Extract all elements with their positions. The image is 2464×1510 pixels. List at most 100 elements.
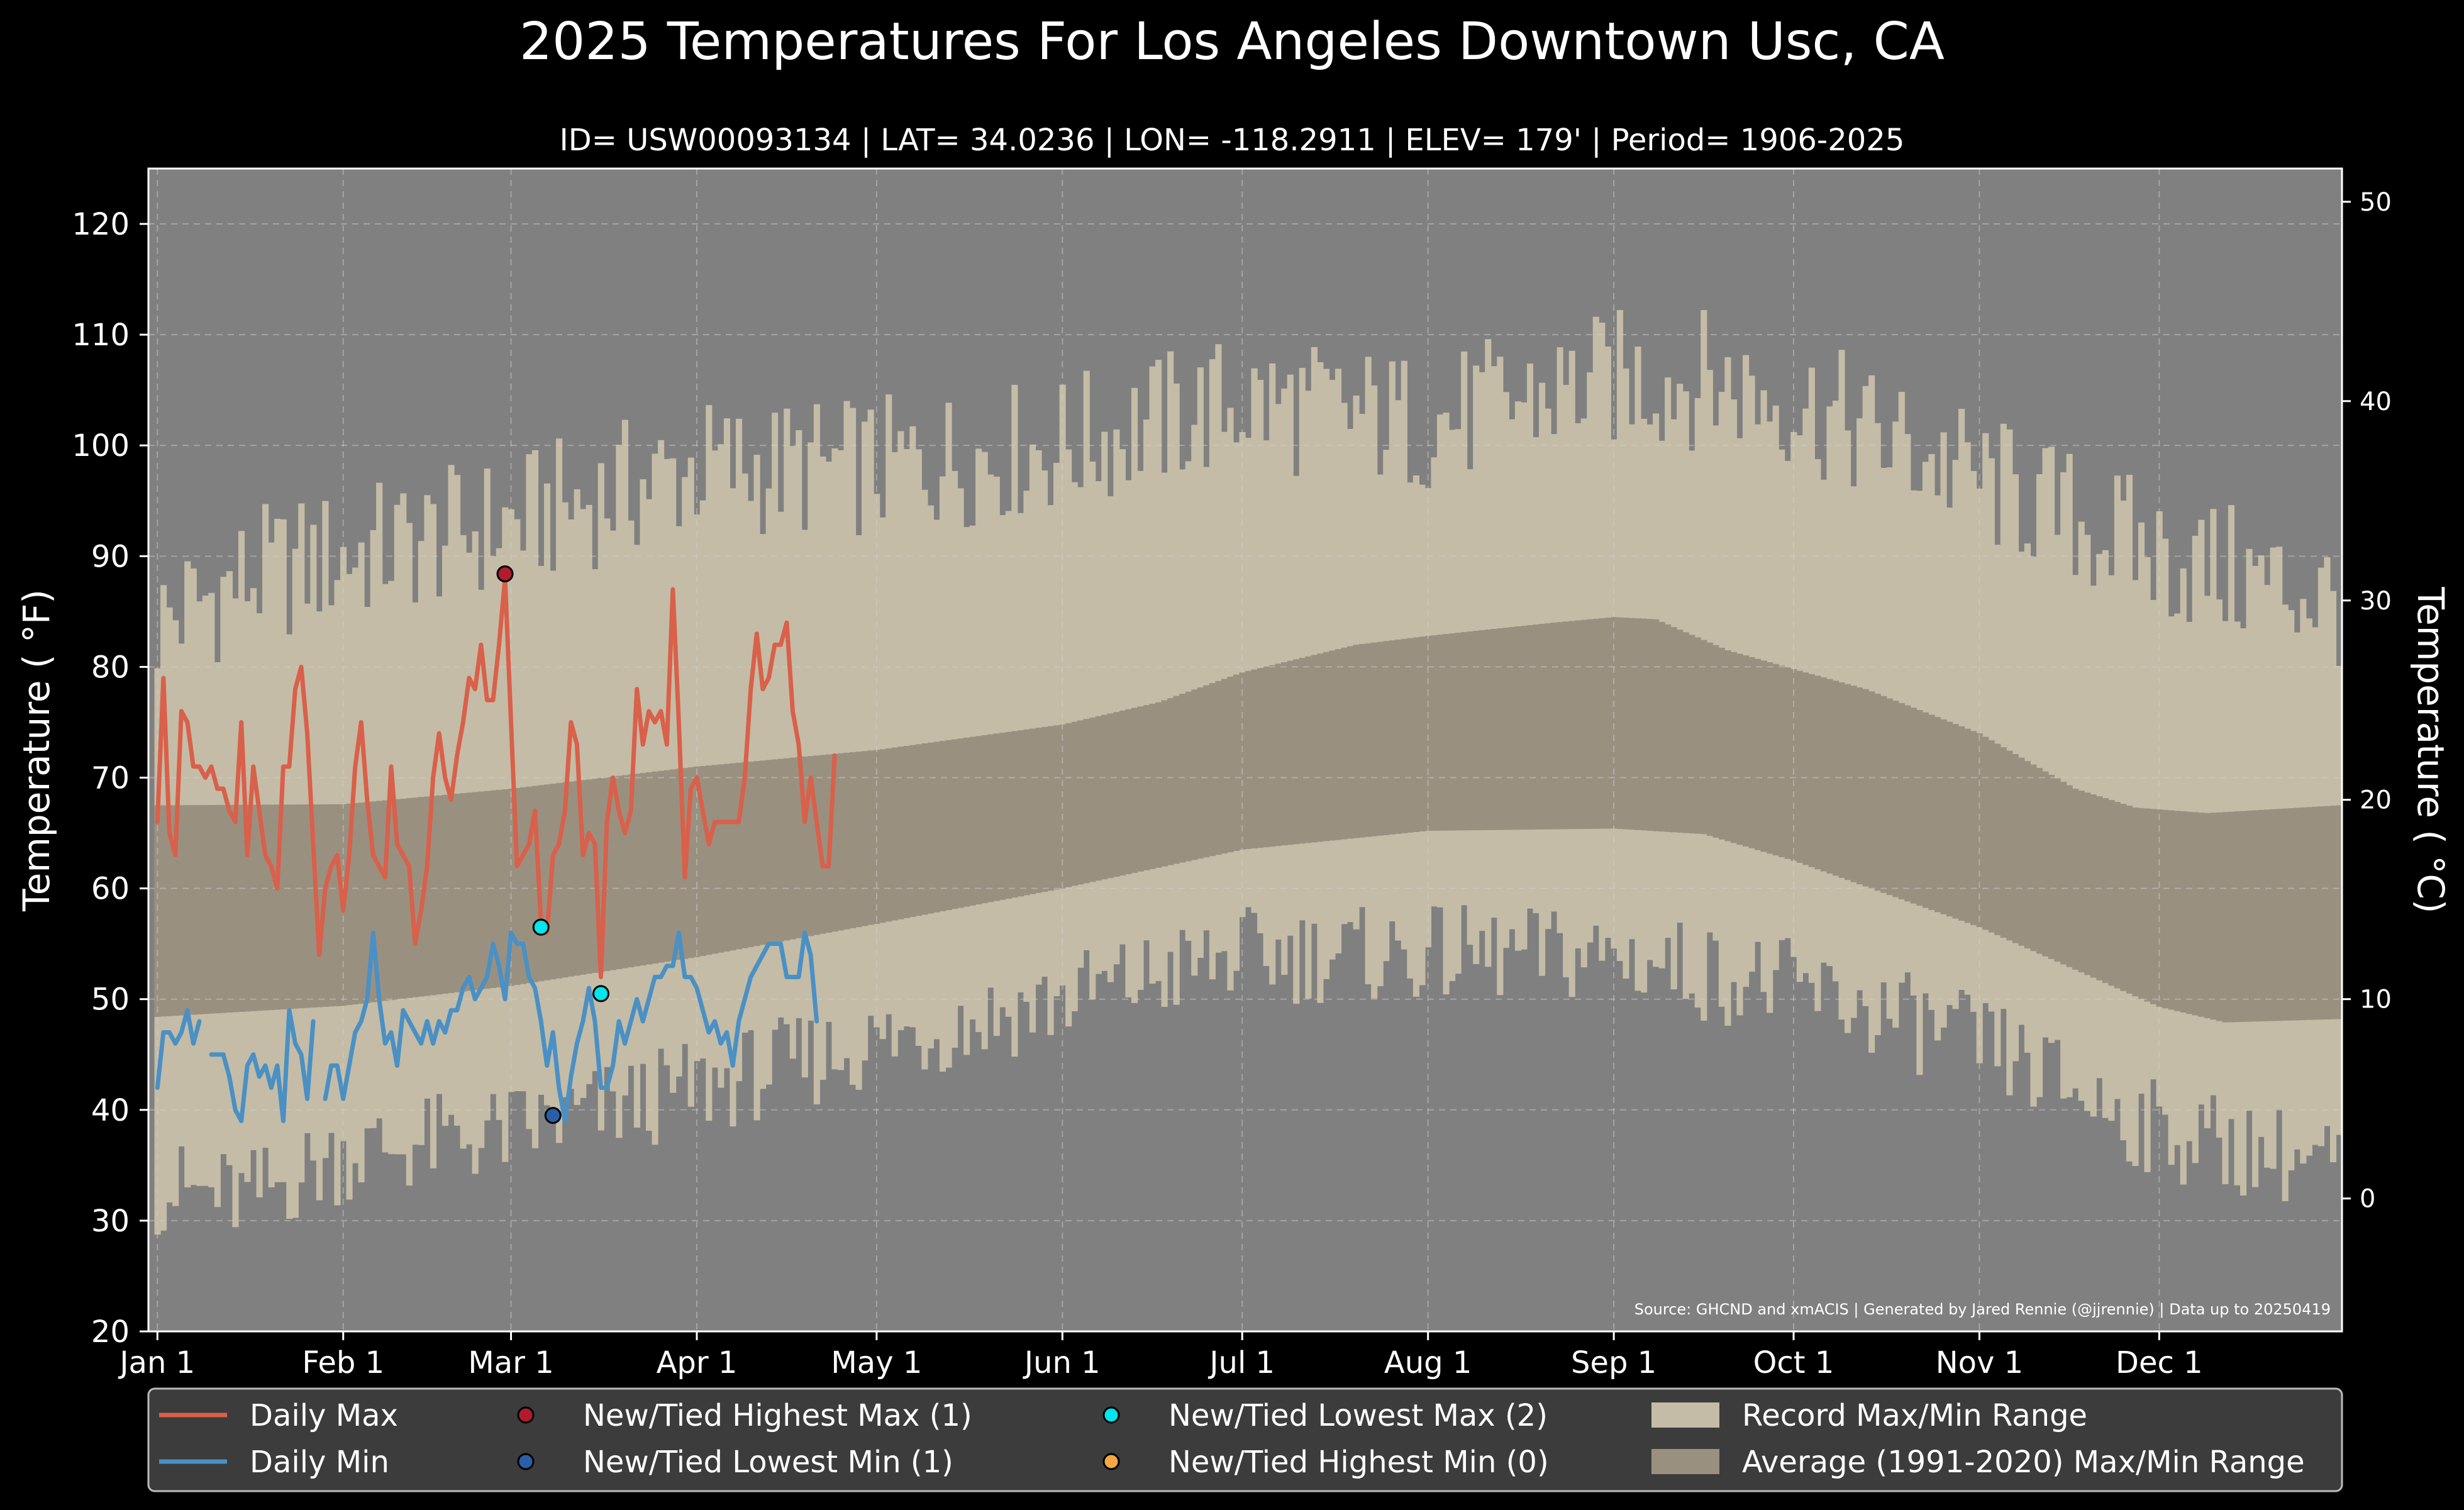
record-range-bar: [1982, 433, 1989, 1004]
normal-range-bar: [2138, 808, 2145, 999]
normal-range-bar: [879, 749, 886, 923]
normal-range-bar: [1185, 691, 1192, 862]
record-range-bar: [2210, 509, 2217, 1096]
normal-range-bar: [2132, 808, 2139, 997]
normal-range-bar: [1101, 714, 1108, 880]
normal-range-bar: [850, 752, 857, 929]
normal-range-bar: [1718, 647, 1726, 840]
normal-range-bar: [939, 741, 946, 911]
normal-range-bar: [987, 734, 994, 902]
normal-range-bar: [813, 755, 820, 935]
legend-swatch-dot: [1102, 1453, 1120, 1470]
normal-range-bar: [574, 780, 580, 976]
normal-range-bar: [1790, 669, 1797, 861]
normal-range-bar: [621, 775, 629, 969]
normal-range-bar: [244, 804, 251, 1012]
normal-range-bar: [1089, 717, 1096, 882]
normal-range-bar: [933, 741, 940, 913]
x-tick-label: Mar 1: [468, 1345, 553, 1380]
normal-range-bar: [514, 787, 521, 985]
normal-range-bar: [963, 737, 970, 907]
new-lowest-min-point: [544, 1107, 562, 1124]
y-tick-label: 60: [91, 872, 130, 907]
normal-range-bar: [1365, 643, 1372, 837]
normal-range-bar: [1479, 630, 1485, 831]
normal-range-bar: [1976, 733, 1983, 928]
record-range-bar: [1059, 384, 1066, 986]
normal-range-bar: [1587, 619, 1594, 829]
normal-range-bar: [1281, 662, 1288, 846]
normal-range-bar: [1760, 660, 1767, 852]
normal-range-bar: [1263, 666, 1270, 848]
normal-range-bar: [2126, 806, 2133, 994]
normal-range-bar: [981, 735, 988, 904]
record-range-bar: [1898, 392, 1905, 983]
x-tick-label: Dec 1: [2116, 1345, 2203, 1380]
record-range-bar: [789, 446, 796, 1059]
record-range-bar: [1131, 387, 1138, 1003]
normal-range-bar: [645, 772, 653, 965]
legend-label: New/Tied Lowest Max (2): [1168, 1398, 1548, 1433]
y2-tick-label: 30: [2360, 587, 2392, 616]
daily-series: [155, 576, 837, 1123]
normal-range-bar: [250, 804, 257, 1011]
normal-range-bar: [999, 733, 1006, 900]
normal-range-bar: [1826, 679, 1833, 874]
normal-range-bar: [1616, 617, 1623, 830]
x-tick-label: Jul 1: [1207, 1345, 1275, 1380]
normal-range-bar: [1832, 680, 1840, 876]
normal-range-bar: [1646, 619, 1653, 831]
record-range-bar: [663, 458, 670, 1065]
record-range-bar: [2048, 447, 2055, 1043]
record-range-bar: [376, 482, 383, 1119]
record-range-bar: [1257, 379, 1264, 933]
normal-range-bar: [927, 742, 935, 914]
normal-range-bar: [921, 743, 928, 915]
normal-range-bar: [1305, 656, 1312, 843]
normal-range-bar: [298, 804, 305, 1009]
normal-range-bar: [1059, 724, 1066, 889]
normal-range-bar: [2144, 808, 2151, 1002]
normal-range-bar: [891, 747, 898, 921]
normal-range-bar: [1359, 644, 1366, 838]
record-range-bar: [1251, 368, 1258, 913]
record-range-bar: [2000, 423, 2007, 1009]
normal-range-bar: [1916, 710, 1923, 906]
normal-range-bar: [1221, 679, 1228, 854]
normal-range-bar: [232, 804, 239, 1013]
normal-range-bar: [1988, 740, 1995, 933]
normal-range-bar: [1580, 619, 1587, 830]
source-note: Source: GHCND and xmACIS | Generated by …: [1634, 1301, 2331, 1318]
normal-range-bar: [292, 804, 299, 1009]
record-range-bar: [987, 474, 994, 988]
record-range-bar: [735, 418, 743, 1082]
normal-range-bar: [304, 804, 311, 1008]
normal-range-bar: [1640, 618, 1648, 831]
normal-range-bar: [2114, 802, 2121, 989]
normal-range-bar: [1736, 653, 1743, 845]
normal-range-bar: [837, 753, 845, 931]
normal-range-bar: [1509, 627, 1516, 830]
normal-range-bar: [352, 803, 359, 1005]
normal-range-bar: [496, 789, 502, 987]
normal-range-bar: [652, 771, 658, 964]
normal-range-bar: [2102, 798, 2109, 984]
legend-label: New/Tied Highest Min (0): [1168, 1445, 1549, 1480]
y-axis-label-right: Temperature ( °C): [2409, 586, 2452, 913]
record-range-bar: [784, 408, 791, 1024]
x-tick-label: Oct 1: [1753, 1345, 1834, 1380]
normal-range-bar: [1545, 623, 1551, 830]
normal-range-bar: [2174, 811, 2181, 1011]
legend-label: Daily Min: [250, 1445, 389, 1480]
record-range-bar: [1197, 367, 1204, 958]
normal-range-bar: [1407, 638, 1414, 833]
normal-range-bar: [190, 805, 197, 1015]
normal-range-bar: [633, 774, 641, 967]
normal-range-bar: [490, 790, 497, 988]
normal-range-bar: [760, 760, 767, 945]
normal-range-bar: [1323, 652, 1330, 841]
normal-range-bar: [1071, 721, 1078, 886]
normal-range-bar: [2120, 804, 2127, 991]
normal-range-bar: [1677, 630, 1684, 833]
normal-range-bar: [741, 762, 748, 948]
